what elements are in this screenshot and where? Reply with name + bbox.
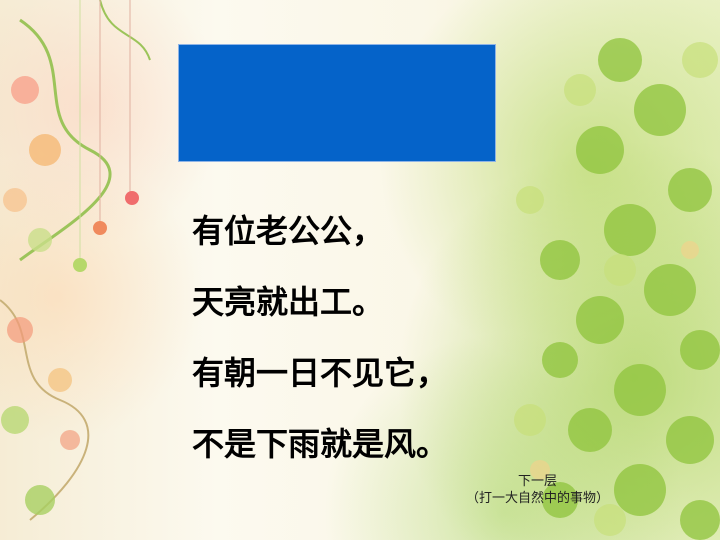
riddle-text: 有位老公公， 天亮就出工。 有朝一日不见它， 不是下雨就是风。 [192, 196, 448, 480]
riddle-line: 有朝一日不见它， [192, 354, 449, 392]
next-level-link[interactable]: 下一层 [518, 474, 558, 489]
riddle-line: 天亮就出工。 [192, 283, 385, 321]
riddle-line: 有位老公公， [192, 212, 385, 250]
riddle-clue: （打一大自然中的事物） [466, 491, 610, 506]
riddle-line: 不是下雨就是风。 [192, 425, 449, 463]
hint-block: 下一层 （打一大自然中的事物） [466, 473, 636, 507]
title-box [178, 44, 496, 162]
